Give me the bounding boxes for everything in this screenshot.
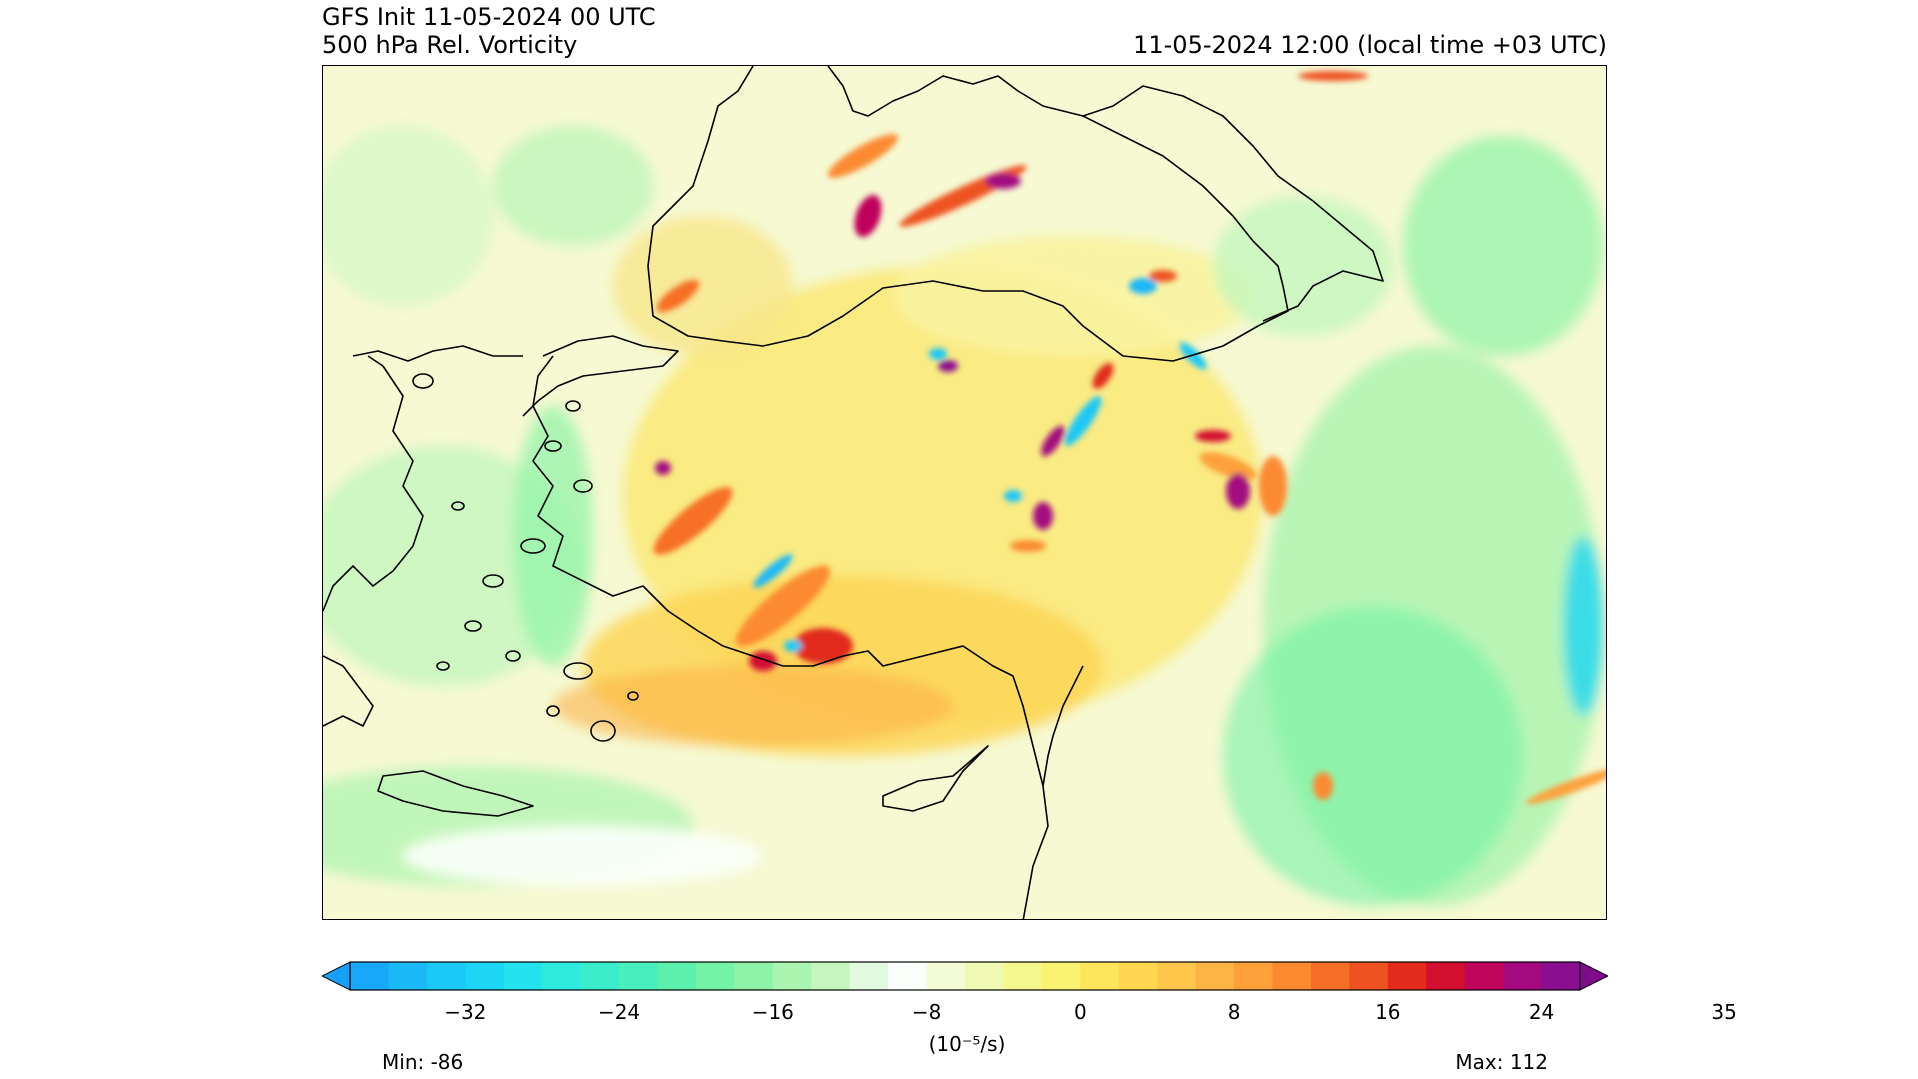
black-sea-coast — [647, 66, 1289, 362]
colorbar-tick-label: 35 — [1711, 1000, 1737, 1024]
crete-coast — [377, 770, 534, 817]
colorbar-cell — [657, 962, 697, 990]
greece-coast — [323, 355, 424, 612]
colorbar-cell — [772, 962, 812, 990]
colorbar-cell — [580, 962, 620, 990]
coastlines — [323, 66, 1384, 919]
caucasus-coast — [1082, 85, 1384, 322]
levant-coast — [1042, 665, 1084, 787]
colorbar-cell — [1426, 962, 1466, 990]
colorbar-cell — [811, 962, 851, 990]
colorbar-cell — [1234, 962, 1274, 990]
colorbar-cell — [350, 962, 390, 990]
colorbar-cell — [926, 962, 966, 990]
colorbar-cell — [1157, 962, 1197, 990]
colorbar-extend-right — [1579, 961, 1608, 991]
aegean-islands — [412, 373, 639, 742]
colorbar-cell — [888, 962, 928, 990]
colorbar-cell — [1541, 962, 1581, 990]
colorbar-cell — [695, 962, 735, 990]
colorbar-cell — [503, 962, 543, 990]
field-title: 500 hPa Rel. Vorticity — [322, 31, 578, 59]
max-value-label: Max: 112 — [1455, 1050, 1548, 1074]
colorbar-cell — [734, 962, 774, 990]
colorbar-cell — [542, 962, 582, 990]
valid-time-title: 11-05-2024 12:00 (local time +03 UTC) — [1133, 31, 1607, 59]
colorbar-cell — [965, 962, 1005, 990]
min-value-label: Min: -86 — [382, 1050, 464, 1074]
colorbar-cell — [1041, 962, 1081, 990]
colorbar-cell — [1503, 962, 1543, 990]
colorbar-cell — [619, 962, 659, 990]
colorbar-tick-label: 8 — [1227, 1000, 1241, 1024]
colorbar-cell — [465, 962, 505, 990]
colorbar-cell — [1464, 962, 1504, 990]
peloponnese-coast — [323, 655, 374, 727]
init-time-title: GFS Init 11-05-2024 00 UTC — [322, 3, 656, 31]
colorbar-extend-left — [322, 961, 351, 991]
greece-north-coast — [352, 345, 523, 362]
marmara-coast — [522, 335, 679, 417]
colorbar-cell — [1195, 962, 1235, 990]
colorbar-cells — [350, 962, 1581, 990]
colorbar-cell — [849, 962, 889, 990]
vorticity-map — [322, 65, 1607, 920]
colorbar-tick-label: −16 — [751, 1000, 794, 1024]
colorbar-tick-label: 0 — [1073, 1000, 1087, 1024]
vorticity-field — [323, 126, 1603, 906]
colorbar-cell — [1387, 962, 1427, 990]
colorbar-tick-label: 24 — [1528, 1000, 1555, 1024]
cyprus-coast — [882, 745, 989, 812]
colorbar — [322, 961, 1608, 991]
vorticity-maxima — [653, 71, 1606, 805]
colorbar-cell — [1349, 962, 1389, 990]
colorbar-cell — [1272, 962, 1312, 990]
aegean-east-coast — [532, 355, 1049, 919]
colorbar-tick-label: 16 — [1375, 1000, 1401, 1024]
colorbar-unit-label: (10⁻⁵/s) — [928, 1032, 1006, 1056]
colorbar-tick-label: −32 — [444, 1000, 487, 1024]
colorbar-cell — [1310, 962, 1350, 990]
colorbar-cell — [1118, 962, 1158, 990]
colorbar-cell — [1080, 962, 1120, 990]
colorbar-tick-label: −8 — [911, 1000, 942, 1024]
colorbar-tick-label: −24 — [597, 1000, 641, 1024]
colorbar-cell — [1003, 962, 1043, 990]
colorbar-cell — [426, 962, 466, 990]
colorbar-cell — [388, 962, 428, 990]
